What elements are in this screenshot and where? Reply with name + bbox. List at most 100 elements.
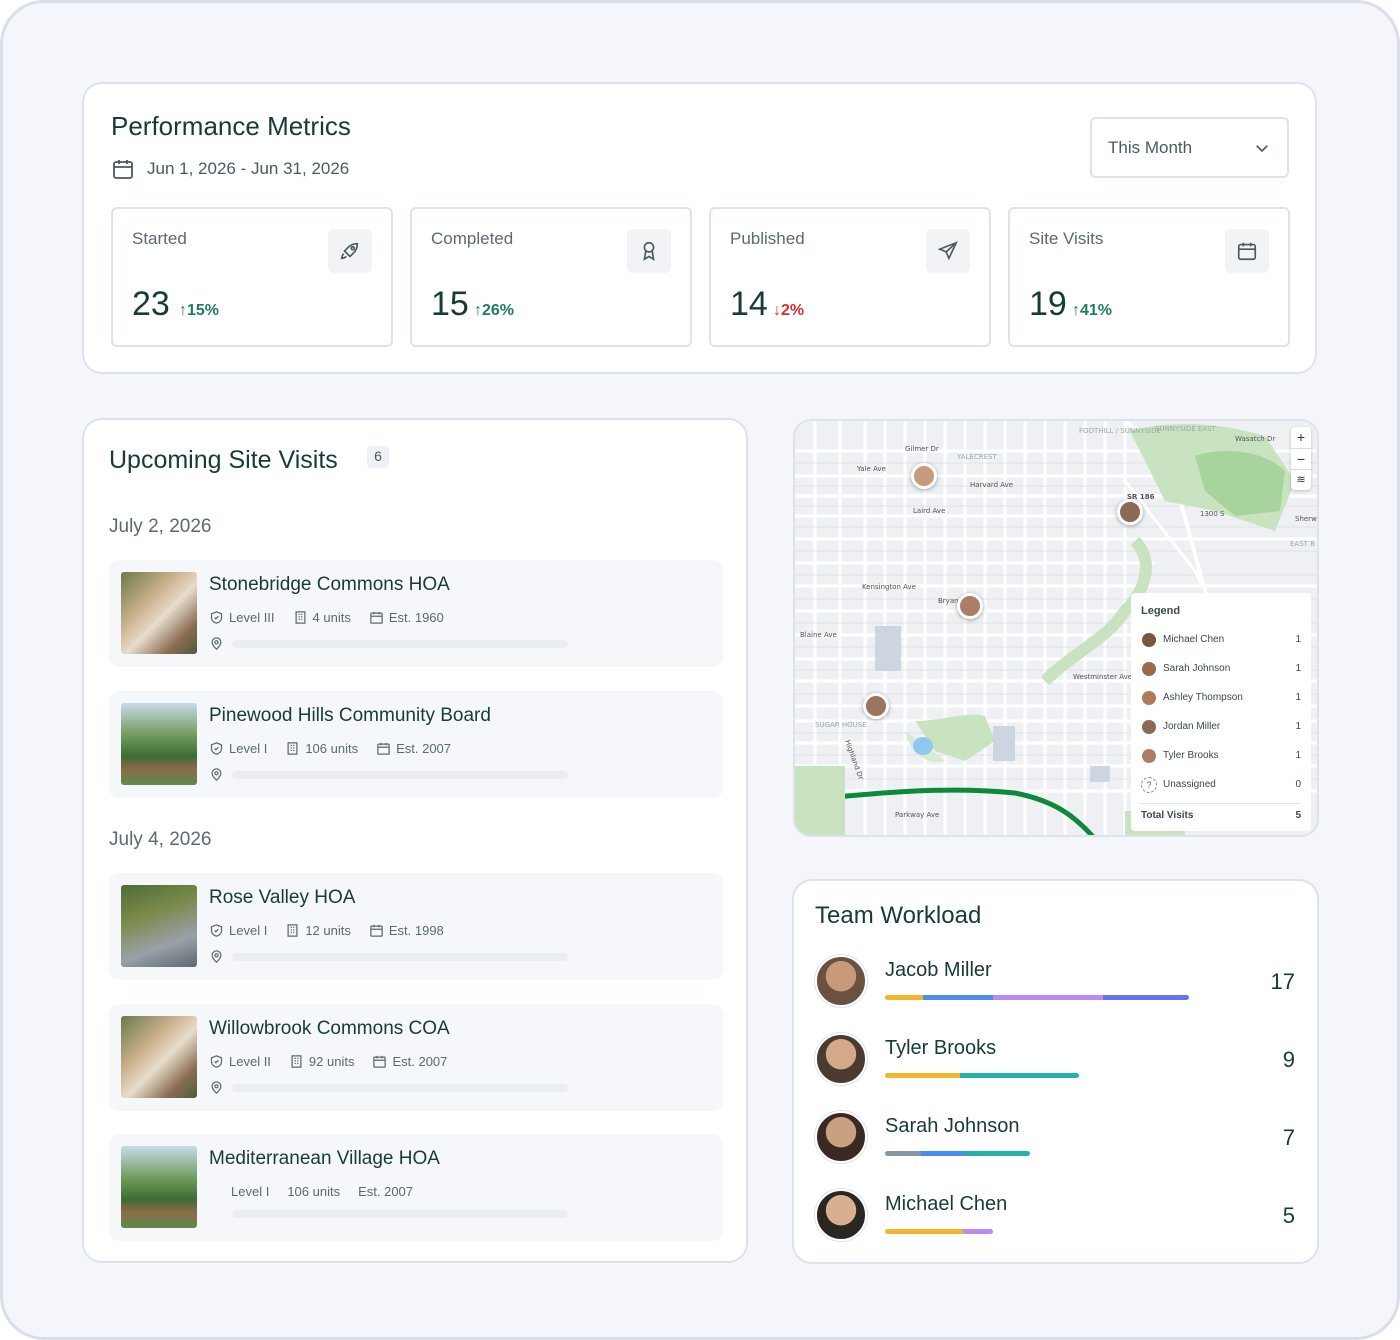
shield-icon [210, 742, 223, 755]
street-label: Kensington Ave [862, 583, 916, 591]
section-title: Upcoming Site Visits [109, 446, 338, 474]
address-row [209, 767, 568, 782]
site-visit-item[interactable]: Rose Valley HOA Level I 12 units Est. 19… [109, 873, 723, 980]
property-meta: Level I 106 units Est. 2007 [209, 1184, 431, 1199]
legend-name: Jordan Miller [1163, 721, 1221, 732]
property-meta: Level I 12 units Est. 1998 [209, 923, 462, 938]
address-placeholder [232, 639, 568, 648]
map-pin-avatar[interactable] [1117, 499, 1143, 525]
metric-change: ↑15% [179, 302, 220, 319]
level-text: Level I [231, 1184, 270, 1199]
property-name: Willowbrook Commons COA [209, 1018, 450, 1039]
address-placeholder [232, 770, 568, 779]
calendar-icon [1225, 229, 1269, 273]
legend-avatar [1141, 631, 1157, 648]
building-icon [291, 1055, 302, 1068]
legend-count: 1 [1295, 692, 1301, 703]
metric-label: Started [132, 229, 187, 248]
team-member-row[interactable]: Sarah Johnson 7 [815, 1111, 1295, 1167]
site-visit-item[interactable]: Willowbrook Commons COA Level II 92 unit… [109, 1004, 723, 1111]
calendar-icon [370, 611, 383, 624]
area-label: YALECREST [956, 453, 997, 461]
period-select-value: This Month [1108, 137, 1193, 157]
level-meta: Level I [231, 1184, 269, 1199]
map-pin-avatar[interactable] [911, 463, 937, 489]
metric-label: Site Visits [1029, 229, 1104, 248]
map-pin-avatar[interactable] [863, 693, 889, 719]
chevron-down-icon [1256, 144, 1268, 152]
units-text: 92 units [308, 1054, 355, 1069]
workload-segment [923, 995, 993, 1000]
street-label: Parkway Ave [895, 811, 939, 819]
section-title: Team Workload [815, 902, 982, 929]
member-count: 17 [1270, 969, 1295, 994]
layers-icon[interactable]: ≋ [1291, 469, 1311, 490]
street-label: Yale Ave [856, 465, 886, 473]
count-badge: 6 [367, 446, 389, 468]
workload-segment [885, 1151, 921, 1156]
workload-bar [885, 1151, 1030, 1156]
member-count: 9 [1282, 1047, 1295, 1072]
team-member-row[interactable]: Jacob Miller 17 [815, 955, 1295, 1011]
units-text: 4 units [312, 610, 351, 625]
member-name: Tyler Brooks [885, 1037, 997, 1059]
team-member-row[interactable]: Tyler Brooks 9 [815, 1033, 1295, 1089]
established-text: Est. 2007 [396, 741, 452, 756]
legend-row: Tyler Brooks 1 [1141, 741, 1301, 770]
road-label: SR 186 [1127, 493, 1155, 501]
units-text: 12 units [305, 923, 351, 938]
legend-name: Ashley Thompson [1163, 692, 1243, 703]
address-row [209, 636, 568, 651]
site-visit-item[interactable]: Mediterranean Village HOA Level I 106 un… [109, 1134, 723, 1241]
avatar [815, 1033, 867, 1085]
legend-title: Legend [1141, 605, 1181, 617]
established-meta: Est. 2007 [358, 1184, 413, 1199]
street-label: Harvard Ave [970, 481, 1013, 489]
established-text: Est. 2007 [358, 1184, 414, 1199]
level-meta: Level I [209, 741, 267, 756]
map-pin-avatar[interactable] [957, 593, 983, 619]
property-meta: Level II 92 units Est. 2007 [209, 1054, 465, 1069]
unassigned-icon: ? [1141, 776, 1157, 793]
site-visit-item[interactable]: Stonebridge Commons HOA Level III 4 unit… [109, 560, 723, 667]
units-text: 106 units [287, 1184, 341, 1199]
workload-segment [993, 995, 1103, 1000]
street-label: Gilmer Dr [905, 445, 939, 453]
calendar-icon [370, 924, 383, 937]
street-label: Bryan [938, 597, 959, 605]
property-thumbnail [121, 885, 197, 967]
property-meta: Level I 106 units Est. 2007 [209, 741, 469, 756]
site-visits-map[interactable]: Gilmer Dr Yale Ave Harvard Ave Laird Ave… [793, 419, 1319, 837]
legend-row: Sarah Johnson 1 [1141, 654, 1301, 683]
legend-name: Sarah Johnson [1163, 663, 1231, 674]
metric-completed: Completed 15 ↑26% [410, 207, 692, 347]
metric-value: 15 [431, 285, 469, 323]
team-member-row[interactable]: Michael Chen 5 [815, 1189, 1295, 1245]
site-visit-item[interactable]: Pinewood Hills Community Board Level I 1… [109, 691, 723, 798]
property-thumbnail [121, 1146, 197, 1228]
metric-label: Completed [431, 229, 514, 248]
legend-count: 1 [1295, 750, 1301, 761]
legend-name: Unassigned [1163, 779, 1216, 790]
date-range-text: Jun 1, 2026 - Jun 31, 2026 [147, 159, 350, 178]
street-label: Laird Ave [913, 507, 945, 515]
legend-avatar [1141, 660, 1157, 677]
legend-count: 1 [1295, 721, 1301, 732]
workload-segment [921, 1151, 965, 1156]
member-name: Sarah Johnson [885, 1115, 1020, 1137]
legend-row: ? Unassigned 0 [1141, 770, 1301, 799]
legend-row: Jordan Miller 1 [1141, 712, 1301, 741]
legend-row: Ashley Thompson 1 [1141, 683, 1301, 712]
street-label: Blaine Ave [800, 631, 837, 639]
map-pin-icon [211, 637, 222, 650]
zoom-in-button[interactable]: + [1296, 429, 1306, 445]
period-select[interactable]: This Month [1090, 117, 1289, 178]
page-title: Performance Metrics [111, 111, 351, 141]
level-meta: Level III [209, 610, 275, 625]
map-zoom-controls: + − ≋ [1291, 427, 1311, 490]
legend-avatar [1141, 718, 1157, 735]
metric-site-visits: Site Visits 19 ↑41% [1008, 207, 1290, 347]
units-meta: 4 units [293, 610, 351, 625]
zoom-out-button[interactable]: − [1291, 448, 1311, 469]
